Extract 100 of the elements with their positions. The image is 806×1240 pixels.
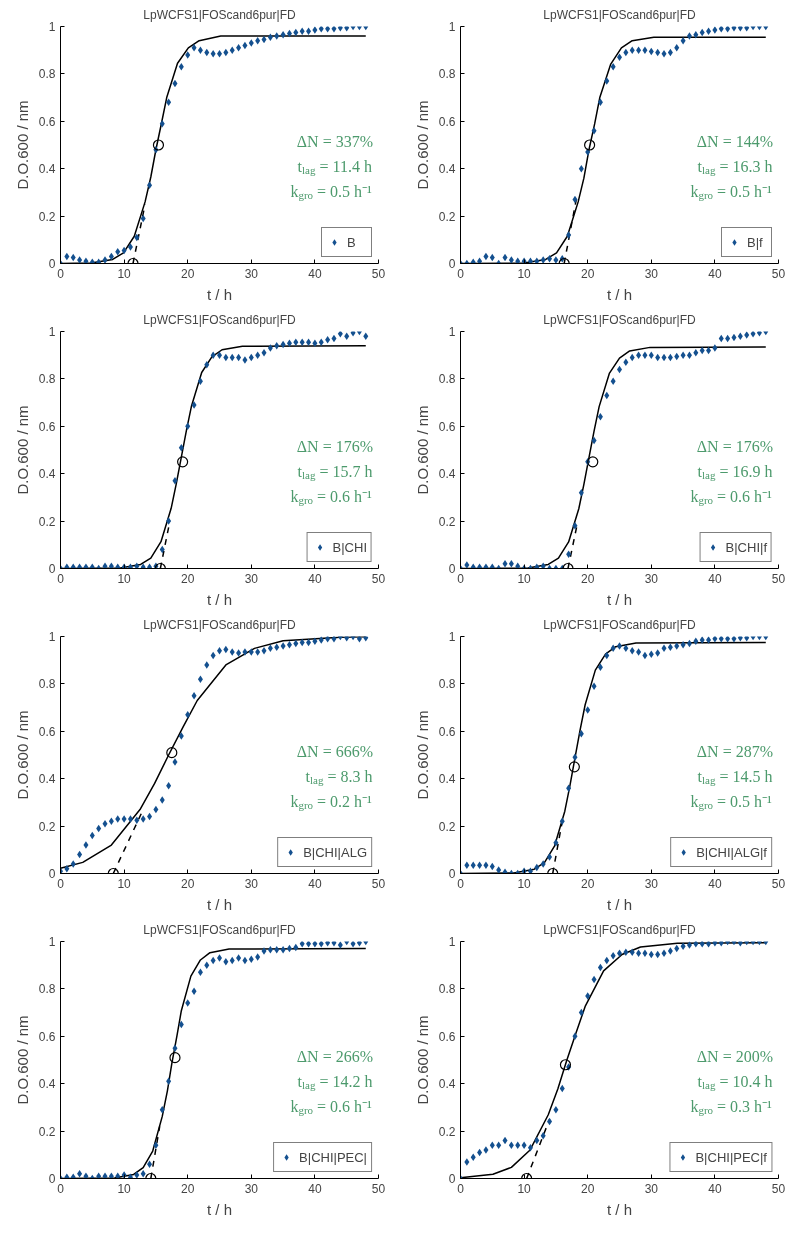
y-tick-label: 0.6	[438, 419, 456, 434]
x-tick-label: 50	[771, 571, 786, 586]
x-tick-label: 50	[371, 876, 386, 891]
x-axis-title: t / h	[206, 1200, 233, 1218]
x-tick-label: 50	[771, 266, 786, 281]
y-tick-label: 0.4	[38, 772, 56, 787]
x-tick-label: 10	[517, 266, 532, 281]
y-tick-label: 0	[448, 1172, 456, 1186]
y-axis-title: D.O.600 / nm	[13, 710, 31, 800]
chart-title: LpWCFS1|FOScand6pur|FD	[543, 922, 696, 937]
annotation: kgro = 0.5 h⁻¹	[690, 183, 773, 201]
annotation: ΔN = 266%	[296, 1048, 374, 1065]
x-axis-title: t / h	[206, 895, 233, 913]
annotation: ΔN = 337%	[296, 133, 374, 150]
chart-title: LpWCFS1|FOScand6pur|FD	[143, 922, 296, 937]
x-tick-label: 10	[517, 876, 532, 891]
annotation: ΔN = 666%	[296, 743, 374, 760]
x-tick-label: 10	[117, 1181, 132, 1196]
y-tick-label: 0.2	[38, 1124, 56, 1139]
y-tick-label: 0.4	[38, 1077, 56, 1092]
y-tick-label: 0.8	[38, 372, 56, 387]
x-tick-label: 20	[181, 876, 195, 891]
legend-label: B|CHI|ALG|f	[696, 844, 767, 860]
chart-title: LpWCFS1|FOScand6pur|FD	[543, 312, 696, 327]
y-axis-title: D.O.600 / nm	[13, 1015, 31, 1105]
y-tick-label: 0.8	[438, 372, 456, 387]
x-tick-label: 50	[771, 1181, 786, 1196]
y-tick-label: 1	[48, 20, 56, 34]
x-tick-label: 30	[244, 571, 259, 586]
y-tick-label: 0.6	[438, 724, 456, 739]
x-tick-label: 50	[371, 266, 386, 281]
y-tick-label: 0.6	[38, 724, 56, 739]
x-tick-label: 30	[644, 876, 659, 891]
x-tick-label: 30	[644, 1181, 659, 1196]
y-tick-label: 0.8	[38, 677, 56, 692]
y-tick-label: 0.4	[438, 1077, 456, 1092]
y-tick-label: 0.8	[38, 67, 56, 82]
annotation: ΔN = 176%	[296, 438, 374, 455]
y-tick-label: 0	[48, 867, 56, 881]
annotation: kgro = 0.5 h⁻¹	[290, 183, 373, 201]
y-tick-label: 0.4	[38, 467, 56, 482]
x-tick-label: 30	[644, 266, 659, 281]
x-tick-label: 10	[117, 571, 132, 586]
x-tick-label: 40	[308, 266, 322, 281]
y-axis-title: D.O.600 / nm	[413, 710, 431, 800]
x-tick-label: 20	[581, 266, 595, 281]
y-tick-label: 1	[448, 20, 456, 34]
legend-label: B|CHI|f	[725, 539, 767, 555]
y-axis-title: D.O.600 / nm	[13, 405, 31, 495]
x-tick-label: 30	[244, 876, 259, 891]
y-tick-label: 0.8	[438, 677, 456, 692]
chart-title: LpWCFS1|FOScand6pur|FD	[143, 617, 296, 632]
legend-label: B	[347, 234, 357, 250]
y-tick-label: 0.2	[38, 514, 56, 529]
y-tick-label: 0.2	[438, 514, 456, 529]
y-tick-label: 0.4	[438, 772, 456, 787]
x-tick-label: 50	[371, 1181, 386, 1196]
annotation: tlag = 14.2 h	[297, 1073, 373, 1091]
x-tick-label: 30	[244, 266, 259, 281]
y-axis-title: D.O.600 / nm	[413, 1015, 431, 1105]
chart-title: LpWCFS1|FOScand6pur|FD	[543, 7, 696, 22]
x-tick-label: 40	[308, 876, 322, 891]
annotation: kgro = 0.6 h⁻¹	[690, 488, 773, 506]
x-tick-label: 50	[371, 571, 386, 586]
y-tick-label: 0.6	[38, 114, 56, 129]
annotation: tlag = 8.3 h	[305, 768, 373, 786]
chart-title: LpWCFS1|FOScand6pur|FD	[143, 312, 296, 327]
y-tick-label: 0.6	[438, 114, 456, 129]
x-tick-label: 20	[181, 266, 195, 281]
annotation: kgro = 0.3 h⁻¹	[690, 1098, 773, 1116]
y-tick-label: 0.2	[438, 819, 456, 834]
x-tick-label: 10	[517, 1181, 532, 1196]
y-tick-label: 0	[448, 562, 456, 576]
annotation: tlag = 15.7 h	[297, 463, 373, 481]
x-axis-title: t / h	[606, 895, 633, 913]
annotation: ΔN = 200%	[696, 1048, 774, 1065]
y-tick-label: 0.6	[38, 1029, 56, 1044]
y-tick-label: 0.2	[38, 209, 56, 224]
y-tick-label: 0	[448, 257, 456, 271]
y-tick-label: 1	[448, 630, 456, 644]
x-axis-title: t / h	[606, 1200, 633, 1218]
x-tick-label: 40	[308, 1181, 322, 1196]
annotation: tlag = 11.4 h	[297, 158, 372, 176]
x-axis-title: t / h	[606, 285, 633, 303]
y-tick-label: 0.6	[38, 419, 56, 434]
y-tick-label: 0.4	[438, 467, 456, 482]
annotation: kgro = 0.6 h⁻¹	[290, 1098, 373, 1116]
x-tick-label: 30	[244, 1181, 259, 1196]
x-tick-label: 40	[308, 571, 322, 586]
y-tick-label: 0.2	[438, 1124, 456, 1139]
y-tick-label: 0.4	[38, 162, 56, 177]
x-tick-label: 40	[708, 1181, 722, 1196]
y-tick-label: 0.6	[438, 1029, 456, 1044]
x-tick-label: 20	[181, 1181, 195, 1196]
y-tick-label: 1	[48, 630, 56, 644]
y-tick-label: 1	[48, 325, 56, 339]
x-tick-label: 20	[181, 571, 195, 586]
annotation: kgro = 0.5 h⁻¹	[690, 793, 773, 811]
legend-label: B|f	[747, 234, 764, 250]
y-tick-label: 0	[48, 562, 56, 576]
